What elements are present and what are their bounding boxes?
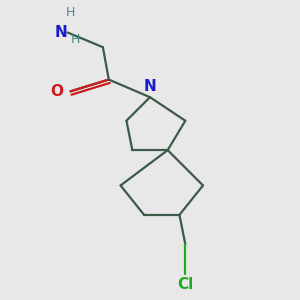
- Text: N: N: [55, 25, 68, 40]
- Text: H: H: [70, 33, 80, 46]
- Text: N: N: [144, 79, 156, 94]
- Text: Cl: Cl: [177, 277, 194, 292]
- Text: O: O: [50, 84, 63, 99]
- Text: H: H: [66, 6, 75, 19]
